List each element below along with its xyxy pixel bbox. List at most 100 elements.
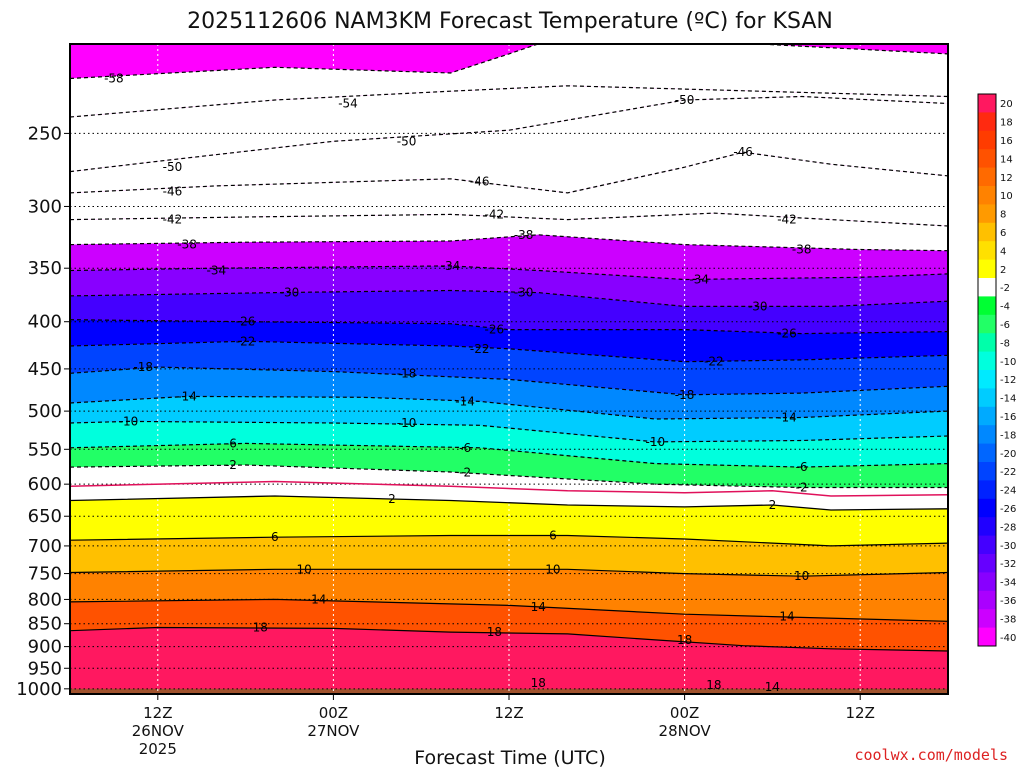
isotherm--22 [70,340,948,363]
below-ground-band [70,688,948,694]
x-tick-label-30-0: 12Z [494,704,523,722]
isotherm-label--46: -46 [733,145,753,159]
colorbar-label-14: 14 [1000,154,1013,165]
isotherm-label--10: -10 [397,416,417,430]
colorbar-swatch-18 [978,112,996,132]
y-tick-label-650: 650 [28,506,62,527]
colorbar-label--40: -40 [1000,633,1016,644]
colorbar-swatch--12 [978,370,996,389]
band--42 [70,213,948,251]
isotherm-lines [70,44,948,652]
isotherm-label--42: -42 [777,213,797,227]
isotherm-label--30: -30 [748,299,768,313]
isotherm-label--22: -22 [704,355,724,369]
isotherm-14 [70,598,948,622]
colorbar-swatch--16 [978,406,996,426]
isotherm-6 [70,534,948,547]
temperature-bands [70,44,948,694]
isotherm-label-10: 10 [296,562,311,576]
colorbar-swatch--34 [978,572,996,592]
y-tick-label-500: 500 [28,401,62,422]
colorbar-swatch--2 [978,278,996,297]
y-tick-label-600: 600 [28,474,62,495]
colorbar-label--20: -20 [1000,449,1016,460]
isotherm-label--18: -18 [133,360,153,374]
colorbar-label-4: 4 [1000,246,1006,257]
isotherm-2 [70,495,948,511]
colorbar-swatch--24 [978,480,996,500]
isotherm--2 [70,464,948,489]
colorbar-swatch-14 [978,149,996,169]
isotherm-label--26: -26 [777,327,797,341]
isotherm-label-2: 2 [769,498,777,512]
isotherm-label--46: -46 [163,184,183,198]
colorbar-label--30: -30 [1000,541,1016,552]
isotherm--50 [70,95,948,173]
isotherm-label--14: -14 [455,394,475,408]
y-tick-label-900: 900 [28,637,62,658]
isotherm-label--2: -2 [796,480,808,494]
y-tick-label-550: 550 [28,439,62,460]
colorbar-swatch-4 [978,241,996,261]
isotherm-label--34: -34 [207,263,227,277]
isotherm-label-6: 6 [271,530,279,544]
isotherm-label-14: 14 [779,610,794,624]
isotherm-label--38: -38 [792,242,812,256]
isotherm-label-18: 18 [253,620,268,634]
colorbar-swatch--32 [978,554,996,573]
colorbar-label-18: 18 [1000,118,1013,129]
colorbar-label--8: -8 [1000,338,1010,349]
colorbar-swatch--22 [978,462,996,481]
y-tick-label-1000: 1000 [16,679,62,700]
colorbar-label--36: -36 [1000,596,1016,607]
colorbar-swatch-2 [978,259,996,279]
isotherm-label-10: 10 [545,562,560,576]
y-tick-label-800: 800 [28,589,62,610]
band--2 [70,465,948,510]
isotherm-label-2: 2 [388,492,396,506]
colorbar-swatch--36 [978,590,996,610]
isotherm-label-6: 6 [549,528,557,542]
colorbar-swatch--26 [978,498,996,518]
isotherm-label--30: -30 [280,286,300,300]
isotherm-label--42: -42 [163,213,183,227]
isotherm-label--22: -22 [236,334,256,348]
chart-title: 2025112606 NAM3KM Forecast Temperature (… [187,9,833,34]
isotherm-label--10: -10 [119,414,139,428]
isotherm--26 [70,319,948,335]
colorbar-label--24: -24 [1000,486,1016,497]
isotherm--38 [70,234,948,252]
isotherm-label-18: 18 [487,625,502,639]
grid-lines [70,44,948,694]
isotherm-label-10: 10 [794,569,809,583]
credit-text: coolwx.com/models [854,746,1008,764]
isotherm-label--6: -6 [225,436,237,450]
isotherm-label-14: 14 [531,600,546,614]
y-tick-label-750: 750 [28,564,62,585]
isotherm-18 [70,626,948,652]
isotherm-label--26: -26 [236,315,256,329]
isotherm-label--22: -22 [470,342,490,356]
isotherm--10 [70,420,948,443]
isotherm-label--42: -42 [485,207,505,221]
band--34 [70,265,948,307]
y-tick-label-850: 850 [28,614,62,635]
colorbar-swatch--38 [978,609,996,629]
colorbar-swatch-20 [978,94,996,113]
isotherm-label--26: -26 [485,323,505,337]
band--54 [70,85,948,172]
colorbar-swatch--30 [978,535,996,555]
x-tick-label-6-0: 12Z [143,704,172,722]
isotherm--30 [70,289,948,307]
colorbar-label--26: -26 [1000,504,1016,515]
surface-strip [70,688,948,694]
colorbar-swatch--20 [978,443,996,463]
isotherm-label--54: -54 [338,96,358,110]
colorbar-label--14: -14 [1000,394,1016,405]
color-scale-legend: 20 18 16 14 12 10 8 6 4 2 -2 -4 -6 -8 -10 -12 -14 -16 -18 -… [977,93,1016,647]
colorbar-label--28: -28 [1000,522,1016,533]
isotherm-label--50: -50 [397,134,417,148]
isotherm-label--6: -6 [459,441,471,455]
